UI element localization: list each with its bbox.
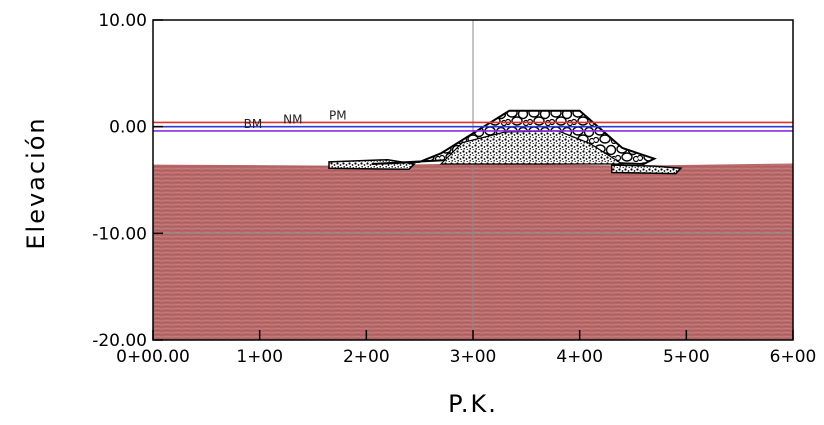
- water-level-label-pm: PM: [329, 108, 347, 122]
- y-tick-label: -10.00: [92, 224, 147, 244]
- x-tick-label: 3+00: [450, 347, 497, 367]
- water-level-label-nm: NM: [283, 113, 302, 127]
- y-tick-label: 0.00: [109, 118, 147, 138]
- x-axis-title: P.K.: [448, 390, 498, 418]
- water-level-label-bm: BM: [244, 117, 263, 131]
- y-tick-label: 10.00: [98, 11, 147, 31]
- x-tick-label: 0+00.00: [116, 347, 190, 367]
- x-tick-label: 2+00: [343, 347, 390, 367]
- x-tick-label: 6+00: [770, 347, 817, 367]
- y-tick-label: -20.00: [92, 331, 147, 351]
- x-tick-label: 4+00: [556, 347, 603, 367]
- y-axis-title: Elevación: [22, 116, 50, 249]
- breakwater-toe-left: [328, 158, 416, 171]
- x-tick-label: 5+00: [663, 347, 710, 367]
- x-tick-label: 1+00: [236, 347, 283, 367]
- breakwater-toe-right: [610, 164, 683, 175]
